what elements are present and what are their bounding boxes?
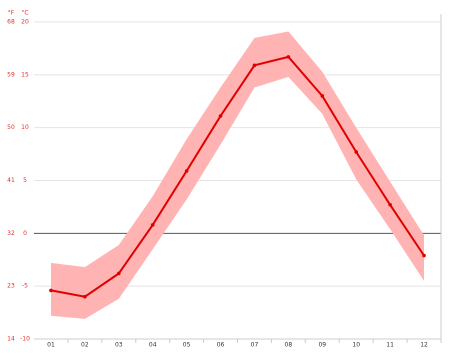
point <box>354 150 359 154</box>
y-tick-label: 0 <box>23 230 27 237</box>
x-tick-label: 01 <box>47 342 55 349</box>
y2-tick-label: 59 <box>7 71 15 78</box>
y-tick-label: 15 <box>21 71 29 78</box>
point <box>422 253 426 258</box>
y2-tick-label: 68 <box>7 19 15 26</box>
point <box>83 294 87 299</box>
x-tick-label: 04 <box>149 342 157 349</box>
range-band <box>51 31 424 319</box>
x-tick-label: 08 <box>285 342 293 349</box>
y2-tick-label: 41 <box>7 177 15 184</box>
y2-tick-label: 50 <box>7 124 15 131</box>
y-tick-label: -10 <box>20 336 30 343</box>
y-tick-label: 20 <box>21 19 29 26</box>
x-tick-label: 03 <box>115 342 123 349</box>
x-tick-label: 09 <box>318 342 326 349</box>
point <box>218 114 223 118</box>
x-tick-label: 12 <box>420 342 428 349</box>
point <box>116 271 121 276</box>
x-tick-label: 11 <box>386 342 394 349</box>
point <box>388 203 392 207</box>
y2-unit: °F <box>8 10 15 17</box>
y-tick-label: 5 <box>23 177 27 184</box>
x-tick-label: 06 <box>217 342 225 349</box>
y-tick-label: 10 <box>21 124 29 131</box>
x-tick-label: 10 <box>352 342 360 349</box>
y2-tick-label: 32 <box>7 230 15 237</box>
y2-tick-label: 14 <box>7 336 15 343</box>
mean-line <box>50 55 425 298</box>
x-tick-label: 07 <box>251 342 259 349</box>
point <box>286 55 291 59</box>
y-unit: °C <box>21 10 28 17</box>
point <box>252 63 257 68</box>
x-tick-label: 02 <box>81 342 89 349</box>
point <box>150 223 155 227</box>
x-tick-label: 05 <box>183 342 191 349</box>
point <box>184 169 189 173</box>
point <box>49 288 53 293</box>
y2-tick-label: 23 <box>7 283 15 290</box>
point <box>320 94 325 98</box>
y-tick-label: -5 <box>22 283 28 290</box>
